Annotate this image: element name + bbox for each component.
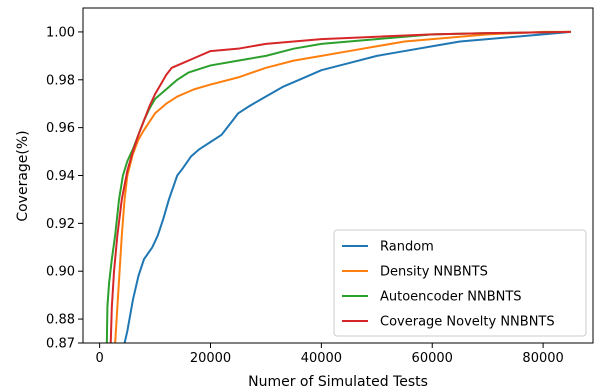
y-tick-label: 0.96 [46,121,75,136]
x-axis-label: Numer of Simulated Tests [248,374,428,390]
legend-label: Random [380,240,434,255]
y-tick-label: 0.88 [46,313,75,328]
y-axis: 0.87 0.88 0.90 0.92 0.94 0.96 0.98 1.00 [46,25,83,352]
x-tick-label: 80000 [522,351,563,366]
series-line-density-nnbnts [114,30,571,343]
legend-label: Density NNBNTS [380,265,488,280]
x-tick-label: 60000 [412,351,453,366]
legend-box [333,229,587,337]
series-line-random [123,30,571,343]
x-tick-label: 40000 [301,351,342,366]
series-layer [105,30,571,343]
y-tick-label: 0.92 [46,217,75,232]
x-tick-label: 0 [95,351,103,366]
series-line-autoencoder-nnbnts [105,30,571,343]
x-tick-label: 20000 [190,351,231,366]
x-axis: 0 20000 40000 60000 80000 [95,343,564,366]
legend-label: Autoencoder NNBNTS [380,290,522,305]
legend-label: Coverage Novelty NNBNTS [380,315,555,330]
y-tick-label: 0.90 [46,265,75,280]
y-axis-label: Coverage(%) [15,130,31,221]
legend: Random Density NNBNTS Autoencoder NNBNTS Co… [333,229,587,337]
y-tick-label: 0.87 [46,337,75,352]
series-line-coverage-novelty-nnbnts [109,30,571,343]
y-tick-label: 0.94 [46,169,75,184]
y-tick-label: 1.00 [46,25,75,40]
y-tick-label: 0.98 [46,73,75,88]
